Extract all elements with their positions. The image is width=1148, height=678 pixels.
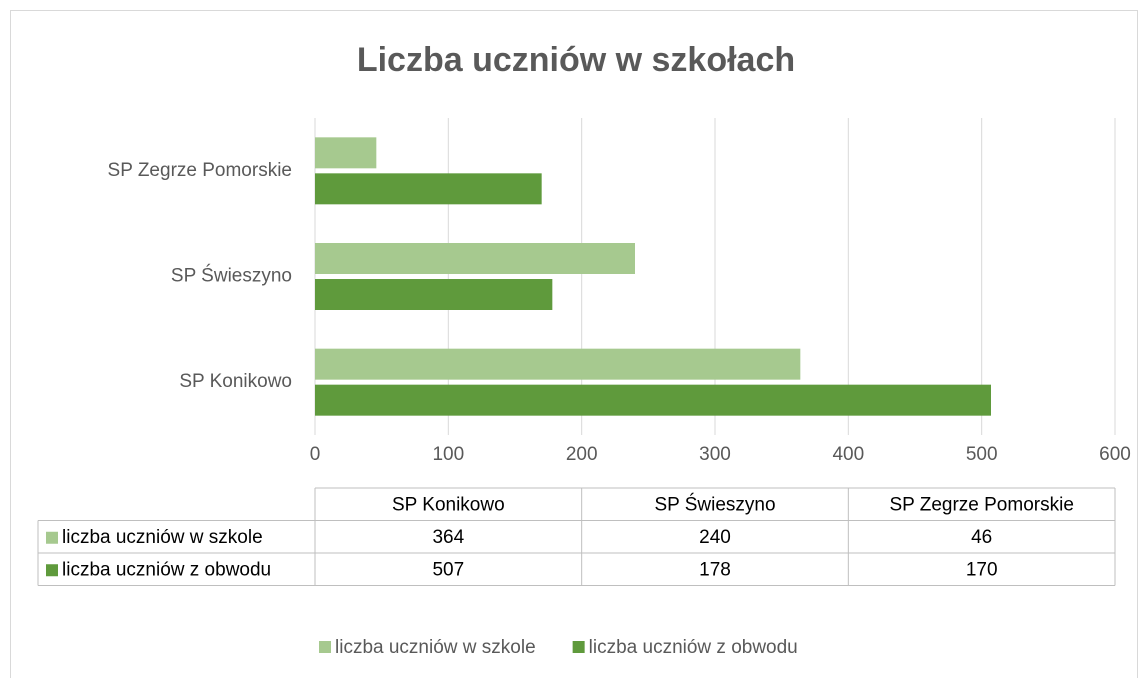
y-tick-label: SP Zegrze Pomorskie (108, 160, 292, 181)
y-tick-label: SP Świeszyno (171, 265, 292, 287)
x-tick-label: 400 (832, 444, 864, 465)
x-tick-label: 300 (699, 444, 731, 465)
x-tick-label: 0 (310, 444, 321, 465)
bar (315, 384, 991, 416)
table-cell: 507 (432, 559, 464, 580)
x-tick-label: 600 (1099, 444, 1131, 465)
legend-key (46, 564, 58, 577)
x-tick-label: 100 (432, 444, 464, 465)
legend-key (572, 641, 585, 653)
chart-title: Liczba uczniów w szkołach (357, 41, 795, 79)
y-tick-label: SP Konikowo (179, 371, 292, 392)
bar (315, 348, 801, 380)
table-header: SP Świeszyno (654, 493, 775, 515)
table-cell: 170 (966, 559, 998, 580)
bar (315, 173, 542, 205)
table-cell: 240 (699, 527, 731, 548)
x-tick-label: 200 (566, 444, 598, 465)
legend-label: liczba uczniów w szkole (335, 637, 536, 658)
x-tick-label: 500 (966, 444, 998, 465)
table-cell: 46 (971, 527, 992, 548)
legend-key (319, 641, 331, 653)
table-row-label: liczba uczniów z obwodu (62, 559, 271, 580)
bar (315, 243, 635, 274)
bar (315, 279, 553, 310)
chart-border (10, 10, 1138, 678)
table-row-label: liczba uczniów w szkole (62, 527, 263, 548)
legend-key (46, 531, 58, 544)
table-cell: 178 (699, 559, 731, 580)
table-header: SP Konikowo (392, 494, 505, 515)
legend-label: liczba uczniów z obwodu (589, 637, 798, 658)
bar (315, 137, 377, 169)
table-header: SP Zegrze Pomorskie (889, 494, 1073, 515)
table-cell: 364 (432, 527, 464, 548)
data-table: SP Konikowo SP Świeszyno SP Zegrze Pomorsk… (37, 487, 1116, 586)
